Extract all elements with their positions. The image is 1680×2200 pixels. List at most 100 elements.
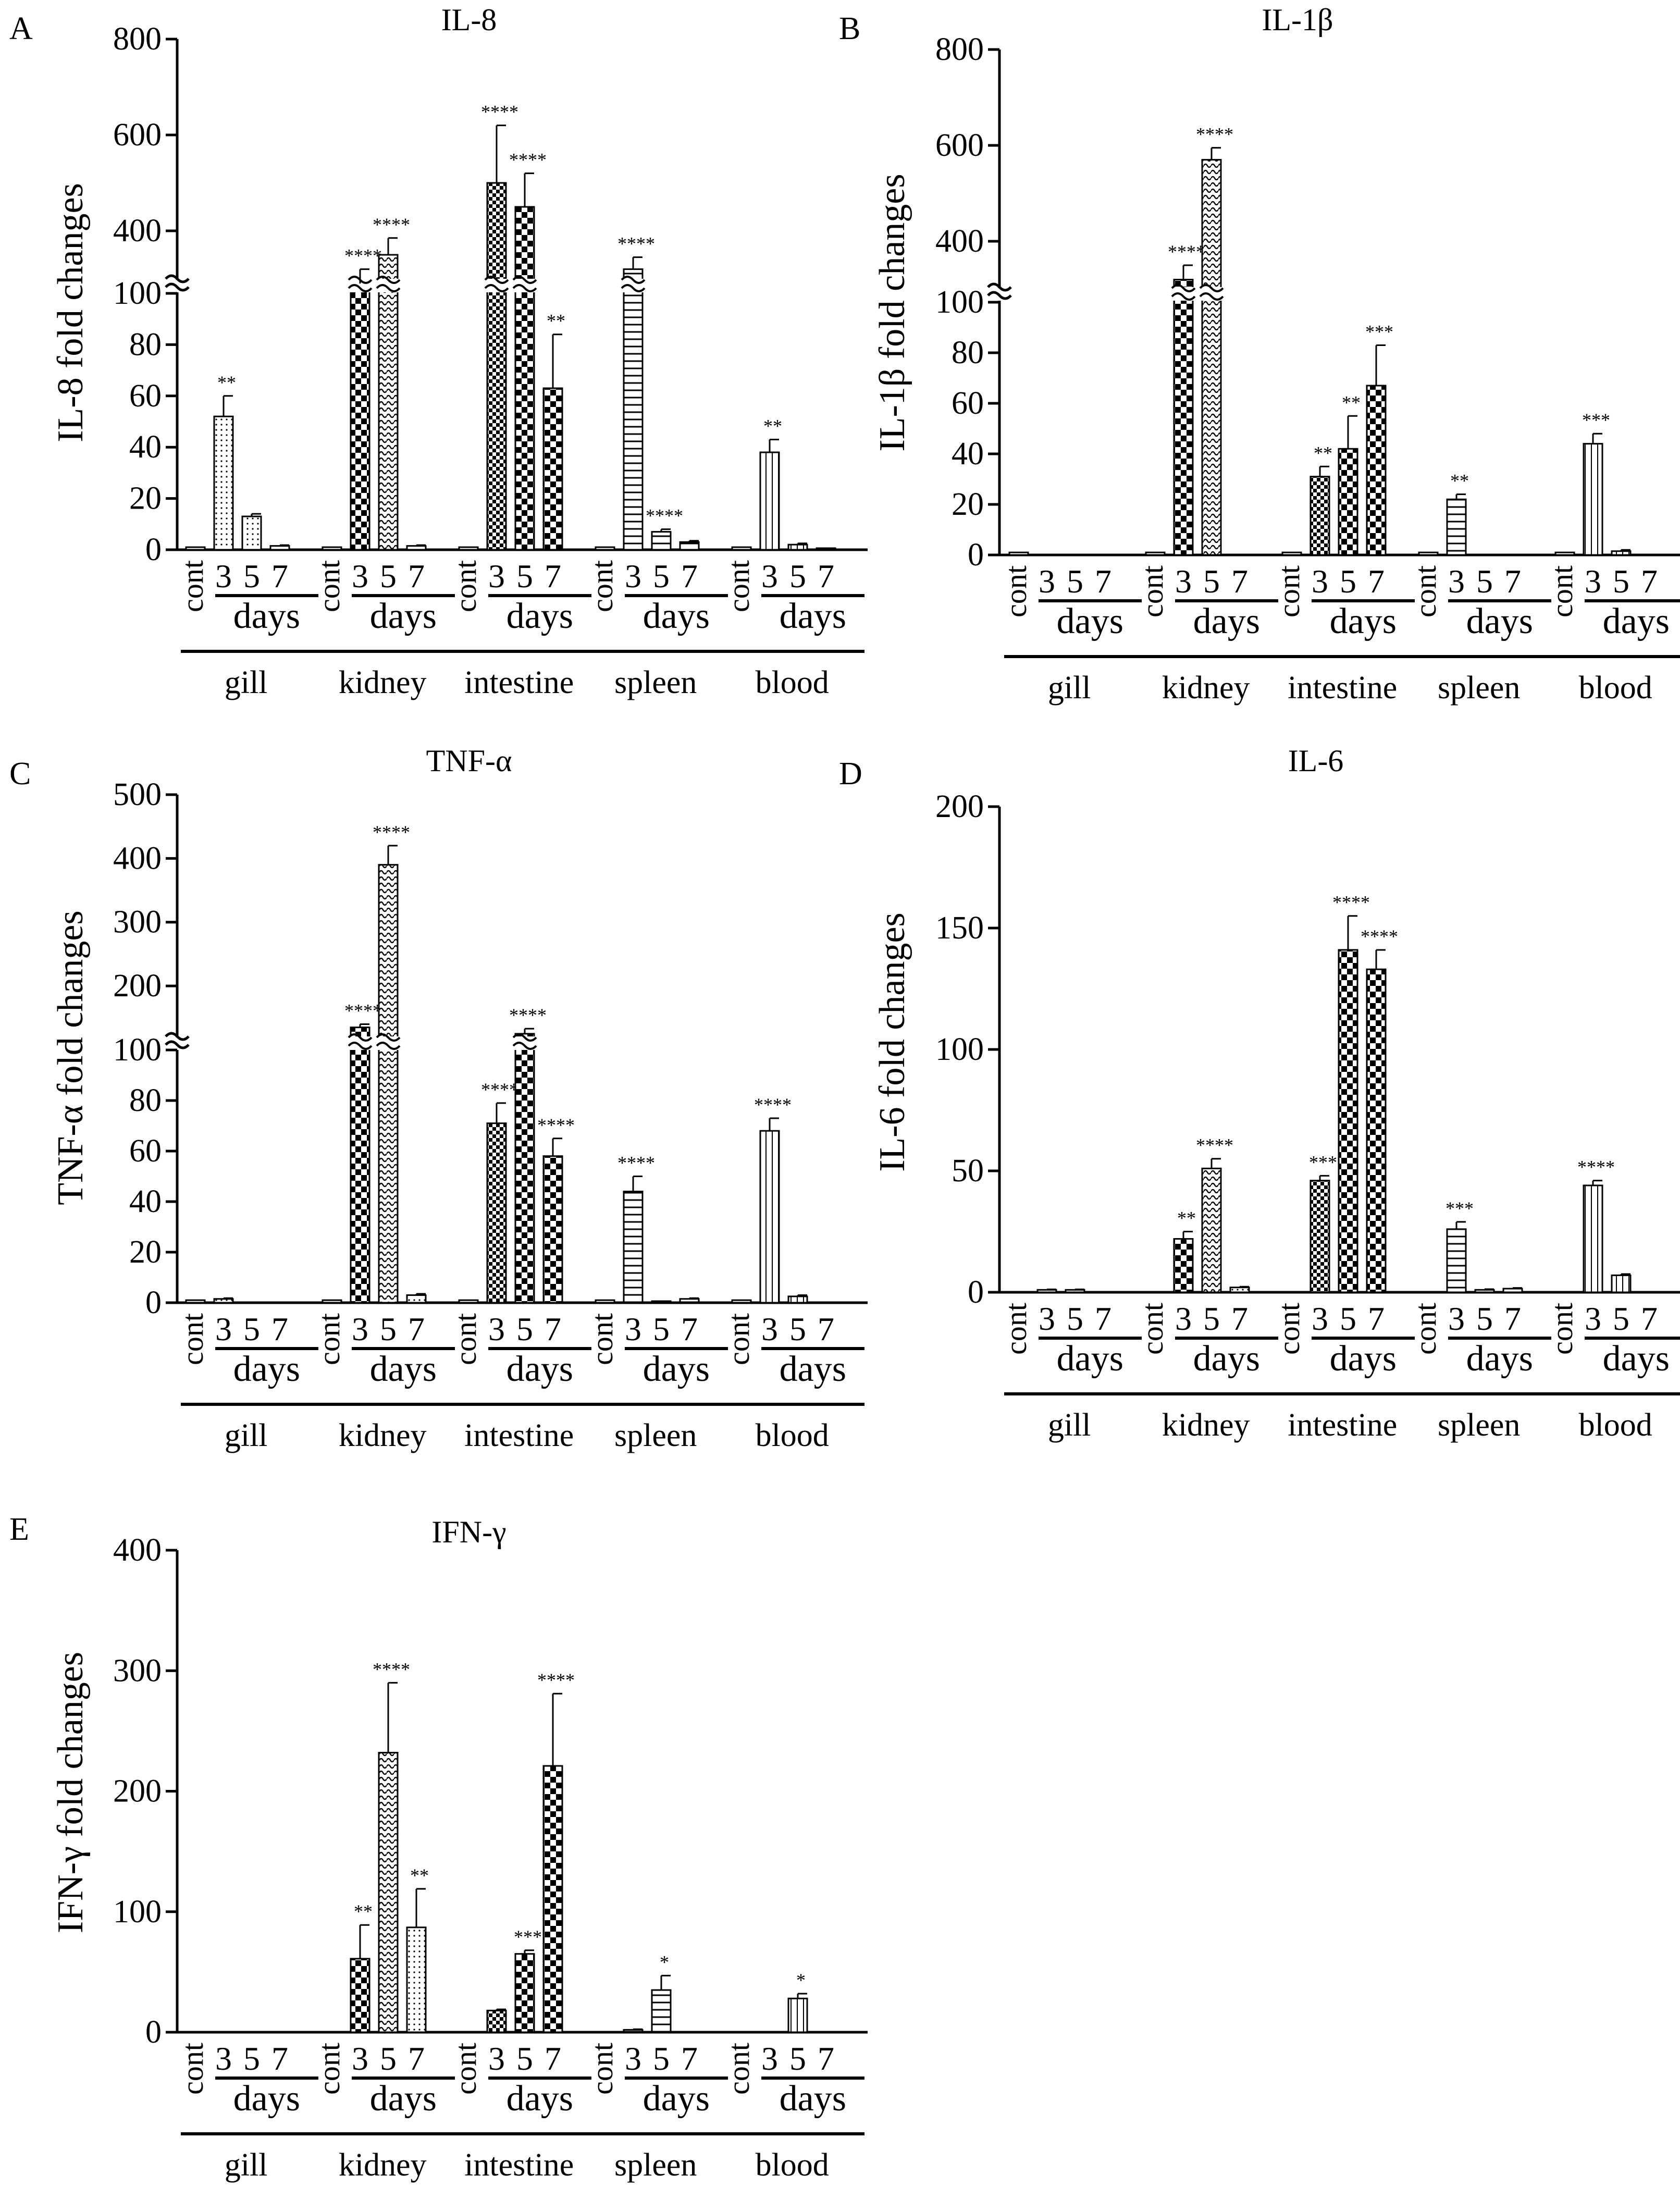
tissue-label: kidney [1162,1407,1250,1443]
days-label: days [1330,601,1397,641]
significance-label: *** [1582,410,1610,430]
bar [1036,1289,1057,1293]
day-tick-label: 7 [681,1311,698,1348]
bar [269,545,290,551]
cont-label: cont [585,2043,619,2095]
bar-break-mark [376,1033,401,1050]
days-label: days [643,1349,710,1389]
significance-label: ** [1177,1208,1196,1229]
bar [486,2009,507,2033]
day-tick-label: 5 [1067,563,1083,600]
bar [458,546,479,551]
days-label: days [233,596,300,636]
tissue-label: intestine [1288,1407,1397,1443]
cont-label: cont [1272,1303,1306,1355]
day-tick-label: 3 [625,2040,641,2077]
significance-label: ** [217,372,236,393]
cont-label: cont [449,2043,483,2095]
day-tick-label: 7 [545,1311,561,1348]
bar-break-mark [512,1033,537,1050]
significance-label: *** [1365,321,1393,342]
y-tick-label: 800 [935,32,984,67]
bar [1418,551,1439,556]
day-tick-label: 5 [516,1311,533,1348]
y-tick-label: 100 [935,1032,984,1067]
y-tick-label: 400 [113,841,162,876]
day-tick-label: 7 [545,2040,561,2077]
y-tick-label: 50 [952,1153,984,1189]
bar [1611,1274,1632,1293]
bar-break-mark [621,276,646,292]
days-label: days [1330,1339,1397,1379]
chart-title: TNF-α [426,744,512,778]
bar [406,1294,427,1304]
tissue-label: blood [756,2147,829,2183]
bar [378,1752,399,2033]
days-label: days [643,596,710,636]
cont-label: cont [1545,1303,1579,1355]
y-tick-label: 80 [952,335,984,370]
significance-label: **** [509,1005,547,1025]
day-tick-label: 3 [1175,563,1192,600]
bar [514,1033,535,1304]
chart-title: IFN-γ [431,1515,506,1549]
bar [486,1122,507,1304]
day-tick-label: 7 [408,1311,425,1348]
bar [1502,1288,1523,1293]
y-tick-label: 40 [129,429,162,465]
y-tick-label: 60 [129,1133,162,1169]
bar [787,1295,808,1304]
y-tick-label: 200 [113,968,162,1004]
day-tick-label: 7 [1641,563,1658,600]
bar [458,1299,479,1304]
day-tick-label: 3 [761,2040,778,2077]
day-tick-label: 5 [380,1311,397,1348]
y-tick-label: 600 [935,128,984,163]
panel-letter: C [9,756,31,792]
panel-letter: B [839,11,860,46]
cont-label: cont [585,560,619,612]
day-tick-label: 5 [1613,563,1629,600]
day-tick-label: 3 [761,558,778,595]
bar [731,1299,752,1304]
y-tick-label: 40 [952,436,984,472]
bar [1229,1287,1250,1293]
axis-break-mark [987,282,1012,300]
chart-title: IL-6 [1288,744,1344,778]
day-tick-label: 3 [1448,563,1465,600]
day-tick-label: 3 [1175,1300,1192,1337]
cont-label: cont [1135,565,1169,617]
panel-letter: A [9,11,33,46]
significance-label: * [796,1970,806,1991]
tissue-label: blood [1579,670,1652,706]
day-tick-label: 7 [681,558,698,595]
cont-label: cont [1409,565,1442,617]
bar [1310,476,1330,556]
panel-B: B IL-1β IL-1β fold changes 0 20 40 60 80 100 400 6… [839,3,1680,706]
day-tick-label: 7 [408,558,425,595]
day-tick-label: 7 [1095,1300,1111,1337]
y-tick-label: 0 [145,2014,162,2050]
bar-break-mark [512,276,537,292]
y-tick-label: 0 [145,532,162,567]
day-tick-label: 7 [1641,1300,1658,1337]
significance-label: **** [481,1079,518,1100]
y-tick-label: 100 [113,276,162,311]
bar [1201,159,1222,556]
day-tick-label: 3 [1585,563,1601,600]
tissue-label: gill [225,665,268,700]
bar [185,1299,206,1304]
bar [759,451,780,551]
bar [787,1997,808,2033]
bar [1065,1289,1085,1293]
panel-E: E IFN-γ IFN-γ fold changes 0 100 200 300 400 con… [9,1512,868,2183]
y-tick-label: 300 [113,1653,162,1688]
day-tick-label: 5 [789,558,806,595]
y-tick-label: 100 [113,1894,162,1930]
days-label: days [233,2079,300,2119]
day-tick-label: 3 [1039,563,1055,600]
y-tick-label: 0 [968,1275,984,1310]
bar-break-mark [348,1033,373,1050]
bar [623,1191,644,1304]
